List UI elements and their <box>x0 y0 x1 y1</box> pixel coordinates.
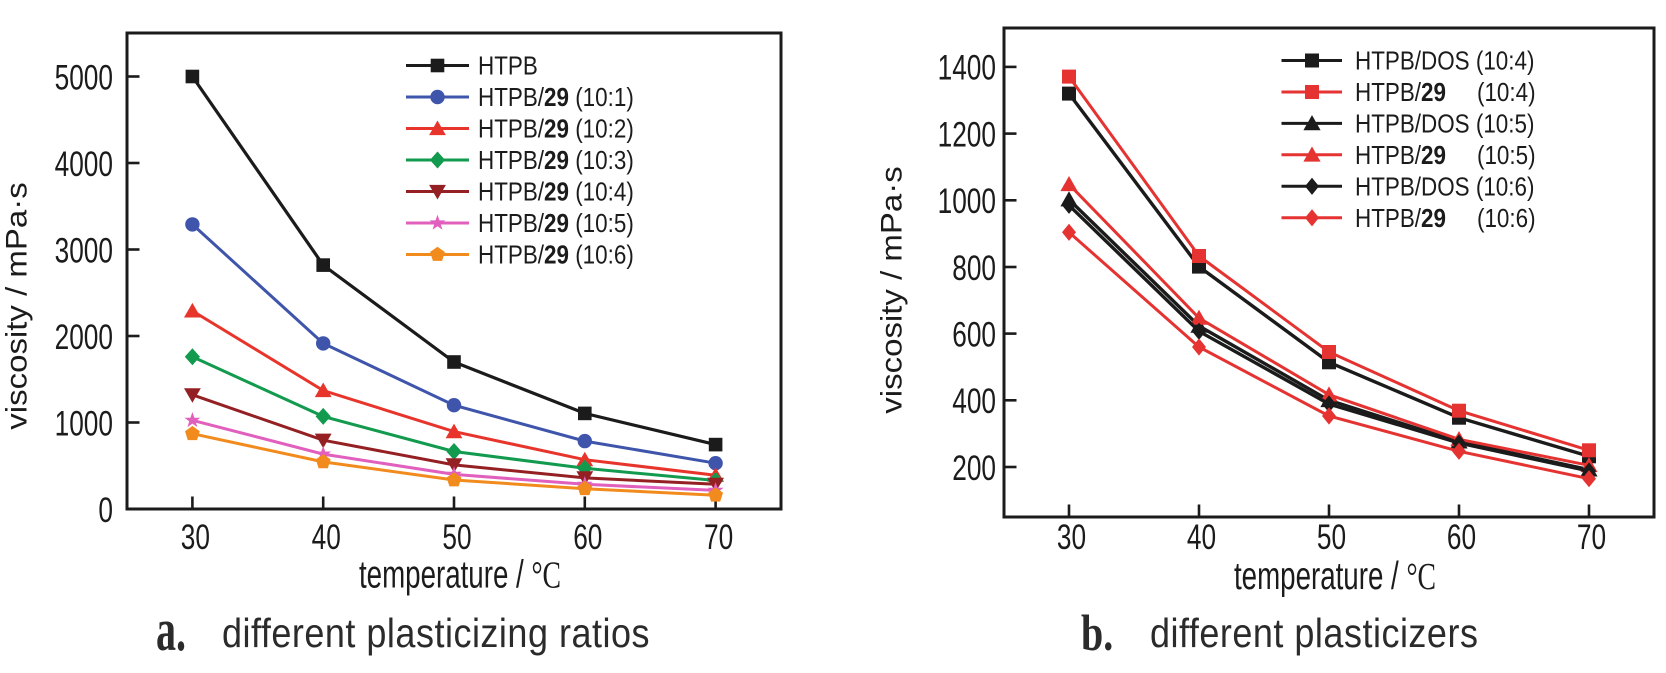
svg-text:(10:6): (10:6) <box>1477 205 1536 234</box>
svg-text:200: 200 <box>952 448 996 488</box>
svg-text:HTPB/29 (10:2): HTPB/29 (10:2) <box>478 115 634 144</box>
svg-text:800: 800 <box>952 248 996 288</box>
svg-text:2000: 2000 <box>55 317 113 357</box>
svg-text:40: 40 <box>312 517 341 557</box>
svg-text:different plasticizing ratios: different plasticizing ratios <box>222 611 650 657</box>
svg-text:HTPB/29: HTPB/29 <box>1355 205 1446 234</box>
svg-text:temperature / °C: temperature / °C <box>359 554 561 596</box>
svg-text:(10:4): (10:4) <box>1477 79 1536 108</box>
svg-text:viscosity / mPa·s: viscosity / mPa·s <box>874 166 908 413</box>
svg-text:5000: 5000 <box>55 58 113 98</box>
svg-text:HTPB/DOS (10:4): HTPB/DOS (10:4) <box>1355 47 1534 76</box>
svg-text:b.: b. <box>1081 604 1113 661</box>
svg-text:different plasticizers: different plasticizers <box>1150 611 1478 657</box>
svg-text:HTPB/29 (10:4): HTPB/29 (10:4) <box>478 178 634 207</box>
svg-text:30: 30 <box>1057 517 1086 557</box>
svg-text:a.: a. <box>156 598 186 664</box>
svg-text:50: 50 <box>442 517 471 557</box>
svg-text:70: 70 <box>1577 517 1606 557</box>
svg-text:1200: 1200 <box>938 115 996 155</box>
svg-text:HTPB/29: HTPB/29 <box>1355 79 1446 108</box>
svg-text:HTPB/29 (10:3): HTPB/29 (10:3) <box>478 147 634 176</box>
svg-text:0: 0 <box>98 490 113 530</box>
svg-text:30: 30 <box>181 517 210 557</box>
svg-text:400: 400 <box>952 381 996 421</box>
svg-text:HTPB/DOS (10:6): HTPB/DOS (10:6) <box>1355 173 1534 202</box>
svg-text:(10:5): (10:5) <box>1477 142 1536 171</box>
svg-text:HTPB/29 (10:1): HTPB/29 (10:1) <box>478 84 634 113</box>
svg-text:1000: 1000 <box>55 404 113 444</box>
svg-text:HTPB/29 (10:5): HTPB/29 (10:5) <box>478 210 634 239</box>
svg-text:600: 600 <box>952 315 996 355</box>
svg-text:temperature / °C: temperature / °C <box>1234 556 1436 598</box>
svg-text:1000: 1000 <box>938 181 996 221</box>
svg-text:HTPB/29 (10:6): HTPB/29 (10:6) <box>478 241 634 270</box>
svg-text:60: 60 <box>573 517 602 557</box>
svg-text:HTPB/29: HTPB/29 <box>1355 142 1446 171</box>
svg-text:4000: 4000 <box>55 144 113 184</box>
svg-text:40: 40 <box>1187 517 1216 557</box>
svg-text:60: 60 <box>1447 517 1476 557</box>
svg-text:viscosity / mPa·s: viscosity / mPa·s <box>0 182 33 429</box>
svg-text:HTPB/DOS (10:5): HTPB/DOS (10:5) <box>1355 110 1534 139</box>
svg-text:1400: 1400 <box>938 48 996 88</box>
svg-text:70: 70 <box>704 517 733 557</box>
svg-text:3000: 3000 <box>55 231 113 271</box>
svg-text:50: 50 <box>1317 517 1346 557</box>
svg-text:HTPB: HTPB <box>478 52 538 81</box>
